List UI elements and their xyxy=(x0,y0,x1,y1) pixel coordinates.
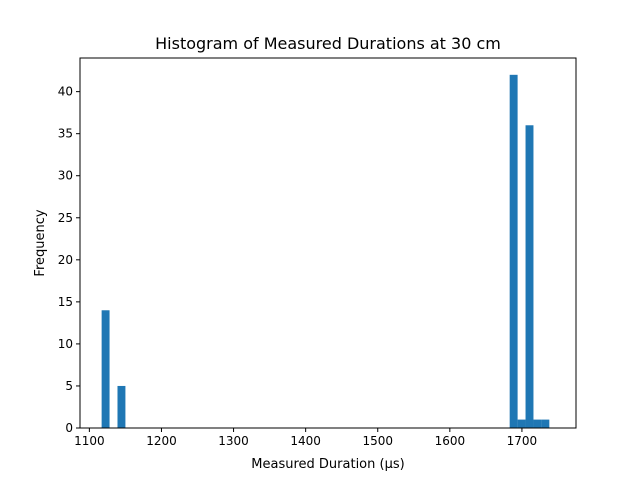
x-tick-label: 1100 xyxy=(74,434,105,448)
histogram-bar xyxy=(101,310,110,428)
y-tick-label: 20 xyxy=(58,253,73,267)
y-tick-label: 10 xyxy=(58,337,73,351)
histogram-bar xyxy=(517,419,526,428)
y-tick-label: 35 xyxy=(58,127,73,141)
y-tick-label: 30 xyxy=(58,169,73,183)
histogram-bar xyxy=(525,125,534,428)
x-axis-label: Measured Duration (µs) xyxy=(251,457,404,472)
y-axis-label: Frequency xyxy=(33,209,48,276)
x-tick-label: 1600 xyxy=(435,434,466,448)
x-tick-label: 1500 xyxy=(362,434,393,448)
x-tick-label: 1300 xyxy=(218,434,249,448)
histogram-bar xyxy=(509,74,518,429)
y-tick-label: 0 xyxy=(65,421,73,435)
y-tick-label: 15 xyxy=(58,295,73,309)
histogram-bar xyxy=(533,419,542,428)
plot-frame xyxy=(79,57,577,429)
x-tick-label: 1200 xyxy=(146,434,177,448)
y-tick-label: 40 xyxy=(58,85,73,99)
y-tick-label: 5 xyxy=(65,379,73,393)
y-tick-label: 25 xyxy=(58,211,73,225)
x-tick-label: 1700 xyxy=(507,434,538,448)
histogram-bar xyxy=(541,419,550,428)
chart-title: Histogram of Measured Durations at 30 cm xyxy=(155,34,501,53)
x-tick-label: 1400 xyxy=(290,434,321,448)
histogram-bar xyxy=(117,385,126,428)
